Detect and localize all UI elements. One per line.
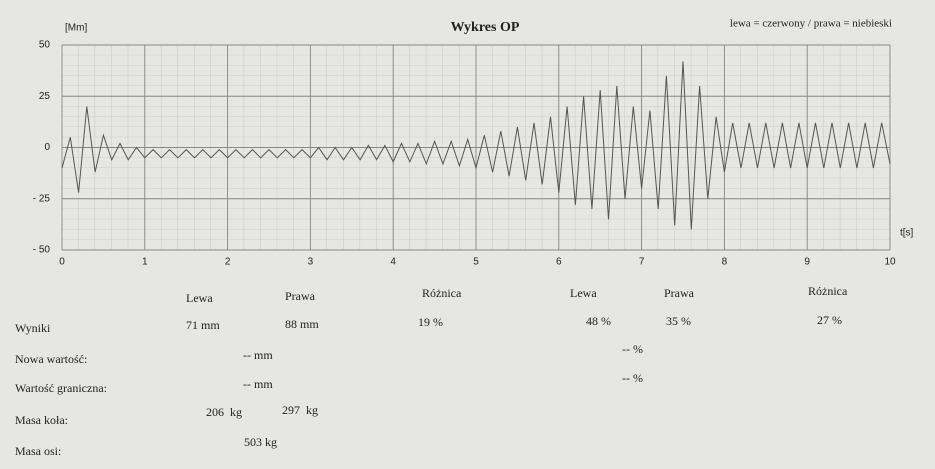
row-label: Wyniki <box>15 321 51 335</box>
row-label: Masa osi: <box>15 444 62 458</box>
cell: 71 mm <box>186 318 220 332</box>
x-tick-label: 10 <box>884 257 896 268</box>
cell: 503 kg <box>244 435 277 449</box>
column-header: Lewa <box>570 286 597 300</box>
y-tick-label: - 25 <box>33 193 51 204</box>
cell: 27 % <box>817 313 842 327</box>
cell: -- % <box>622 342 643 356</box>
series-line <box>61 61 891 230</box>
x-tick-label: 0 <box>59 257 65 268</box>
column-header: Prawa <box>664 286 694 300</box>
x-tick-label: 2 <box>225 257 231 268</box>
x-tick-label: 9 <box>804 257 810 268</box>
cell: 88 mm <box>285 317 319 331</box>
column-header: Prawa <box>285 289 315 303</box>
x-tick-label: 7 <box>639 257 645 268</box>
chart-note: lewa = czerwony / prawa = niebieski <box>730 18 892 30</box>
x-axis-label: t[s] <box>900 228 914 239</box>
cell: -- mm <box>243 377 273 391</box>
cell: 206 kg <box>206 405 242 419</box>
column-header: Różnica <box>808 284 848 298</box>
x-tick-label: 3 <box>308 257 314 268</box>
x-tick-label: 4 <box>390 257 396 268</box>
y-tick-label: 25 <box>39 91 51 102</box>
x-tick-label: 5 <box>473 257 479 268</box>
cell: -- mm <box>243 348 273 362</box>
cell: 35 % <box>666 314 691 328</box>
y-tick-label: 0 <box>44 142 50 153</box>
cell: -- % <box>622 371 643 385</box>
chart-title: Wykres OP <box>451 20 520 35</box>
cell: 297 kg <box>282 403 318 417</box>
y-axis-label: [Mm] <box>65 23 87 34</box>
x-tick-label: 8 <box>722 257 728 268</box>
column-header: Lewa <box>186 291 213 305</box>
x-tick-label: 6 <box>556 257 562 268</box>
cell: 19 % <box>418 315 443 329</box>
y-tick-label: 50 <box>39 40 51 51</box>
row-label: Masa koła: <box>15 413 68 427</box>
chart: Wykres OP lewa = czerwony / prawa = nieb… <box>33 18 914 268</box>
cell: 48 % <box>586 314 611 328</box>
y-tick-label: - 50 <box>33 245 51 256</box>
column-header: Różnica <box>422 286 462 300</box>
row-label: Nowa wartość: <box>15 352 88 366</box>
x-tick-label: 1 <box>142 257 148 268</box>
row-label: Wartość graniczna: <box>15 381 107 395</box>
